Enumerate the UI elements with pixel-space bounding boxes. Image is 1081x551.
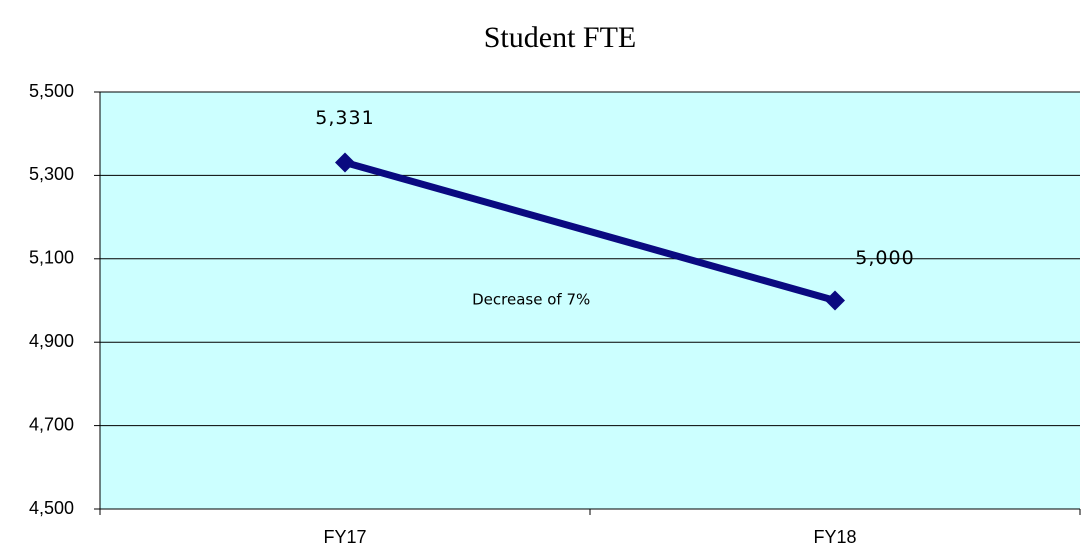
- data-label: 5,331: [315, 107, 374, 129]
- y-tick-label: 5,100: [29, 248, 74, 268]
- chart-title: Student FTE: [484, 21, 637, 54]
- y-tick-label: 5,300: [29, 164, 74, 184]
- y-tick-label: 4,500: [29, 498, 74, 518]
- y-tick-label: 4,700: [29, 414, 74, 434]
- plot-area: [100, 92, 1080, 509]
- marker: [335, 152, 355, 173]
- annotation: Decrease of 7%: [472, 291, 590, 309]
- data-label: 5,000: [855, 247, 914, 269]
- x-tick-label: FY17: [323, 527, 366, 547]
- marker: [825, 290, 845, 311]
- y-tick-label: 4,900: [29, 331, 74, 351]
- y-tick-label: 5,500: [29, 81, 74, 101]
- x-tick-label: FY18: [813, 527, 856, 547]
- line: [344, 159, 836, 304]
